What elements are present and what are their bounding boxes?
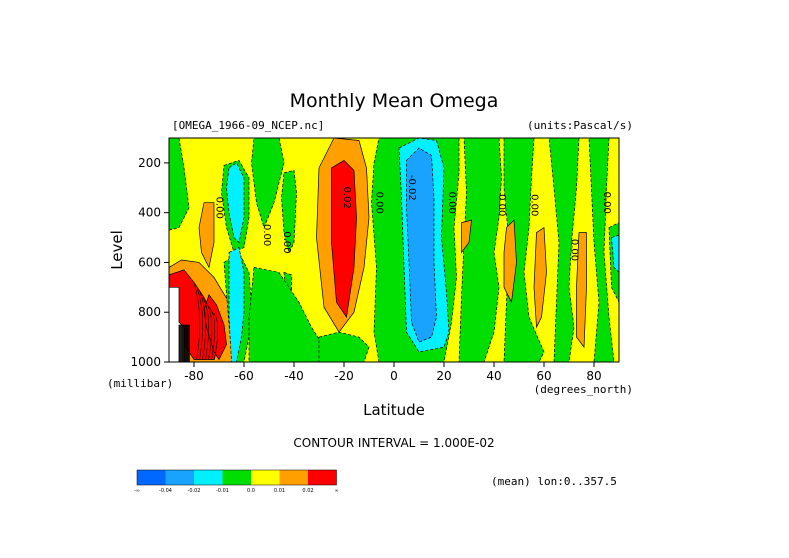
contour-label-4: 0.00 [374,192,385,214]
y-tick-label-4: 1000 [130,355,161,369]
contour-interval-text: CONTOUR INTERVAL = 1.000E-02 [293,436,494,450]
colorbar-swatch-6 [308,470,337,485]
contour-region-20 [503,138,545,362]
colorbar-swatch-4 [251,470,280,485]
missing-data-mask [178,282,218,362]
contour-label-8: 0.00 [529,194,540,216]
contour-label-0: 0.00 [214,197,225,219]
y-tick-label-3: 800 [138,305,161,319]
dense-contour-line-3 [202,297,210,360]
colorbar-swatch-5 [279,470,308,485]
x-tick-label-2: -40 [284,369,304,383]
colorbar-swatch-0 [137,470,166,485]
colorbar-swatch-3 [222,470,251,485]
contour-label-3: 0.02 [341,187,352,209]
colorbar-label-0: -∞ [134,488,140,494]
x-tick-label-6: 40 [486,369,501,383]
contour-label-5: -0.02 [406,175,417,201]
file-label: [OMEGA_1966-09_NCEP.nc] [172,119,324,132]
contour-region-26 [533,226,547,329]
mean-longitude-text: (mean) lon:0..357.5 [491,475,617,488]
contour-label-1: 0.00 [261,224,272,246]
y-unit-label: (millibar) [107,377,173,390]
x-tick-label-4: 0 [390,369,398,383]
x-tick-label-7: 60 [536,369,551,383]
dense-contour-line-4 [205,302,212,360]
contour-region-17 [406,147,437,343]
dense-contour-line-6 [211,311,218,360]
contour-region-5 [226,162,245,244]
contour-region-25 [503,219,517,304]
contour-region-21 [548,138,580,362]
colorbar-swatch-1 [165,470,194,485]
x-unit-label: (degrees_north) [534,383,633,396]
contour-label-7: 0.00 [496,194,507,216]
contour-region-22 [588,138,615,362]
y-axis-label: Level [108,230,126,270]
contour-region-14 [331,159,357,319]
contour-region-27 [576,232,587,349]
contour-label-10: 0.00 [601,192,612,214]
contour-region-9 [281,169,297,254]
colorbar-label-7: ∞ [334,488,338,494]
colorbar-label-2: -0.02 [188,488,201,494]
dense-contour-line-5 [208,307,215,360]
colorbar-label-3: -0.01 [216,488,229,494]
colorbar-label-6: 0.02 [302,488,313,494]
y-axis-ticks: 200 400 600 800 1000 [130,156,169,369]
contour-region-24 [611,234,619,273]
contour-label-2: 0.00 [281,231,292,253]
colorbar-label-1: -0.04 [159,488,172,494]
units-label: (units:Pascal/s) [527,119,633,132]
contour-region-8 [251,138,285,229]
contour-labels: 0.00 0.00 0.00 0.02 0.00 -0.02 0.00 0.00 0.00 0.0… [214,175,613,261]
x-tick-label-3: -20 [334,369,354,383]
colorbar-label-5: 0.01 [274,488,285,494]
dense-contour-line-2 [199,292,207,360]
x-tick-label-8: 80 [586,369,601,383]
contour-region-19 [461,219,472,254]
contour-label-6: 0.00 [446,192,457,214]
colorbar: -∞ -0.04 -0.02 -0.01 0.0 0.01 0.02 ∞ [134,469,339,494]
dense-contour-line-0 [193,282,201,360]
x-axis-ticks: -80 -60 -40 -20 0 20 40 60 80 [184,362,602,383]
contour-region-28 [198,202,215,269]
contour-region-7 [169,138,190,231]
x-tick-label-1: -60 [234,369,254,383]
contour-region-6 [228,246,245,362]
colorbar-swatch-2 [194,470,223,485]
chart-title: Monthly Mean Omega [290,90,499,112]
contour-regions [169,138,619,362]
y-tick-label-1: 400 [138,206,161,220]
colorbar-label-4: 0.0 [247,488,255,494]
x-tick-label-5: 20 [436,369,451,383]
colorbar-frame [136,469,337,486]
x-tick-label-0: -80 [184,369,204,383]
dense-contour-line-1 [196,287,204,360]
x-axis-label: Latitude [363,401,425,419]
contour-label-9: 0.00 [569,239,580,261]
y-tick-label-2: 600 [138,255,161,269]
y-tick-label-0: 200 [138,156,161,170]
